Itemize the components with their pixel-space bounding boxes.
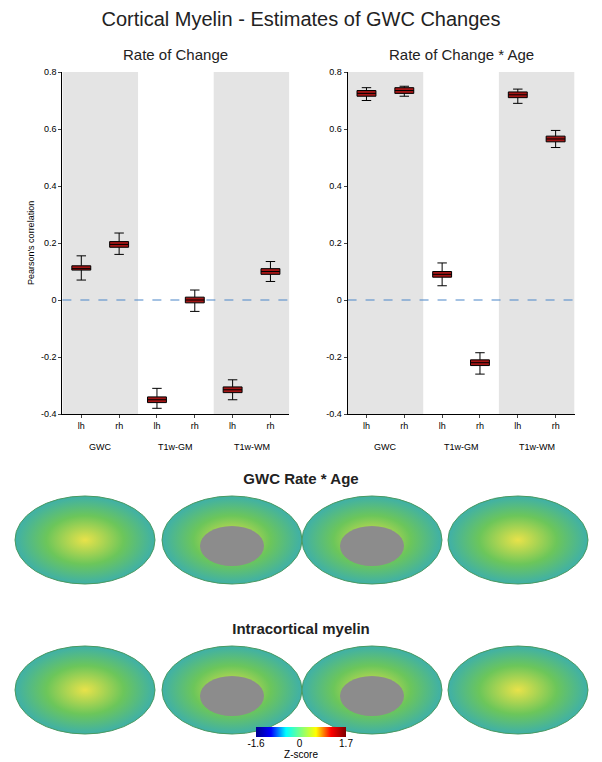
svg-text:0.2: 0.2: [329, 238, 342, 248]
html-text:Intracortical myelin: Intracortical myelin: [232, 620, 370, 637]
svg-text:rh: rh: [476, 421, 484, 431]
svg-text:lh: lh: [229, 421, 236, 431]
svg-text:Rate of Change: Rate of Change: [123, 46, 228, 63]
svg-text:lh: lh: [514, 421, 521, 431]
svg-text:rh: rh: [400, 421, 408, 431]
svg-text:0.2: 0.2: [44, 238, 57, 248]
svg-text:Cortical Myelin - Estimates of: Cortical Myelin - Estimates of GWC Chang…: [101, 8, 500, 30]
svg-text:GWC: GWC: [89, 442, 111, 452]
svg-text:rh: rh: [552, 421, 560, 431]
svg-text:0.4: 0.4: [44, 181, 57, 191]
html-text:GWC Rate * Age: GWC Rate * Age: [243, 470, 359, 487]
svg-text:0.8: 0.8: [329, 67, 342, 77]
svg-text:rh: rh: [115, 421, 123, 431]
svg-text:0.4: 0.4: [329, 181, 342, 191]
svg-text:lh: lh: [78, 421, 85, 431]
svg-text:Rate of Change * Age: Rate of Change * Age: [389, 46, 534, 63]
svg-text:-0.4: -0.4: [41, 409, 57, 419]
html-text:-1.6: -1.6: [247, 738, 265, 749]
svg-text:lh: lh: [153, 421, 160, 431]
svg-text:GWC: GWC: [374, 442, 396, 452]
svg-text:0.6: 0.6: [44, 124, 57, 134]
svg-text:lh: lh: [363, 421, 370, 431]
svg-text:0: 0: [52, 295, 57, 305]
svg-text:lh: lh: [439, 421, 446, 431]
svg-text:T1w-GM: T1w-GM: [444, 442, 479, 452]
svg-text:-0.4: -0.4: [326, 409, 342, 419]
svg-text:T1w-WM: T1w-WM: [519, 442, 555, 452]
svg-text:T1w-WM: T1w-WM: [234, 442, 270, 452]
svg-text:T1w-GM: T1w-GM: [158, 442, 193, 452]
svg-text:Pearson's correlation: Pearson's correlation: [26, 201, 36, 285]
svg-text:rh: rh: [266, 421, 274, 431]
html-text:Z-score: Z-score: [284, 749, 318, 760]
html-text:0: 0: [296, 738, 303, 749]
svg-text:0.8: 0.8: [44, 67, 57, 77]
svg-text:0: 0: [337, 295, 342, 305]
svg-text:0.6: 0.6: [329, 124, 342, 134]
svg-text:-0.2: -0.2: [326, 352, 342, 362]
svg-text:-0.2: -0.2: [41, 352, 57, 362]
html-text:1.7: 1.7: [339, 738, 353, 749]
svg-text:rh: rh: [191, 421, 199, 431]
